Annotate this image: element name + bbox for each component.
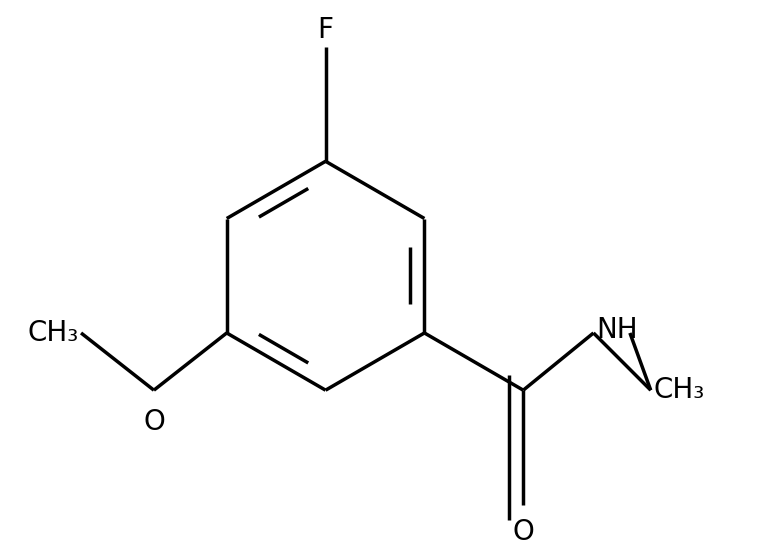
Text: O: O — [512, 518, 534, 545]
Text: CH₃: CH₃ — [27, 319, 78, 347]
Text: F: F — [317, 16, 334, 44]
Text: NH: NH — [596, 316, 638, 344]
Text: O: O — [143, 408, 165, 437]
Text: CH₃: CH₃ — [653, 376, 705, 404]
